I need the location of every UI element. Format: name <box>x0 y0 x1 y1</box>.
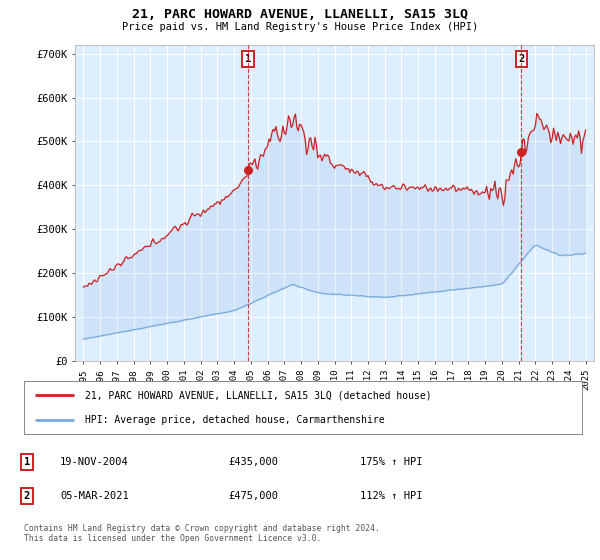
Text: £475,000: £475,000 <box>228 491 278 501</box>
Text: Price paid vs. HM Land Registry's House Price Index (HPI): Price paid vs. HM Land Registry's House … <box>122 22 478 32</box>
Text: 05-MAR-2021: 05-MAR-2021 <box>60 491 129 501</box>
Text: HPI: Average price, detached house, Carmarthenshire: HPI: Average price, detached house, Carm… <box>85 414 385 424</box>
Text: 175% ↑ HPI: 175% ↑ HPI <box>360 457 422 467</box>
Text: 1: 1 <box>245 54 251 64</box>
Text: 2: 2 <box>518 54 524 64</box>
Text: 112% ↑ HPI: 112% ↑ HPI <box>360 491 422 501</box>
Text: 2: 2 <box>24 491 30 501</box>
Text: Contains HM Land Registry data © Crown copyright and database right 2024.
This d: Contains HM Land Registry data © Crown c… <box>24 524 380 543</box>
Text: £435,000: £435,000 <box>228 457 278 467</box>
Text: 1: 1 <box>24 457 30 467</box>
Text: 21, PARC HOWARD AVENUE, LLANELLI, SA15 3LQ (detached house): 21, PARC HOWARD AVENUE, LLANELLI, SA15 3… <box>85 390 432 400</box>
Text: 19-NOV-2004: 19-NOV-2004 <box>60 457 129 467</box>
Text: 21, PARC HOWARD AVENUE, LLANELLI, SA15 3LQ: 21, PARC HOWARD AVENUE, LLANELLI, SA15 3… <box>132 8 468 21</box>
